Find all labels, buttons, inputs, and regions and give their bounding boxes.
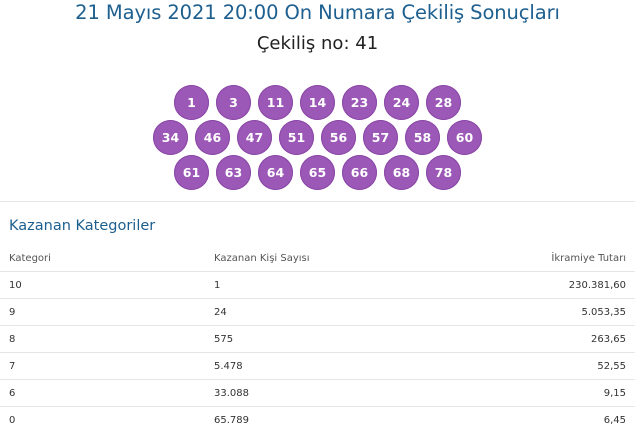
winner-count-cell: 1	[214, 272, 439, 299]
number-ball: 64	[258, 155, 293, 190]
winning-numbers: 1 3 11 14 23 24 28 34 46 47 51 56 57 58 …	[0, 0, 635, 200]
section-title: Kazanan Kategoriler	[9, 218, 155, 234]
number-ball: 58	[405, 120, 440, 155]
table-row: 6 33.088 9,15	[0, 380, 635, 407]
number-ball: 63	[216, 155, 251, 190]
winner-count-cell: 24	[214, 299, 439, 326]
category-cell: 10	[0, 272, 214, 299]
number-ball: 66	[342, 155, 377, 190]
number-ball: 11	[258, 85, 293, 120]
number-ball: 68	[384, 155, 419, 190]
section-divider	[0, 201, 635, 202]
table-row: 0 65.789 6,45	[0, 407, 635, 433]
number-ball: 1	[174, 85, 209, 120]
winner-count-cell: 65.789	[214, 407, 439, 433]
number-ball: 3	[216, 85, 251, 120]
number-ball: 51	[279, 120, 314, 155]
number-ball: 78	[426, 155, 461, 190]
category-cell: 9	[0, 299, 214, 326]
table-row: 9 24 5.053,35	[0, 299, 635, 326]
number-ball: 23	[342, 85, 377, 120]
winner-count-cell: 575	[214, 326, 439, 353]
number-ball: 65	[300, 155, 335, 190]
number-ball: 34	[153, 120, 188, 155]
number-row-3: 61 63 64 65 66 68 78	[0, 155, 635, 190]
prize-cell: 9,15	[439, 380, 635, 407]
prize-cell: 52,55	[439, 353, 635, 380]
number-ball: 60	[447, 120, 482, 155]
table-row: 8 575 263,65	[0, 326, 635, 353]
category-cell: 6	[0, 380, 214, 407]
column-header-prize: İkramiye Tutarı	[439, 245, 635, 272]
table-row: 7 5.478 52,55	[0, 353, 635, 380]
number-ball: 57	[363, 120, 398, 155]
number-row-1: 1 3 11 14 23 24 28	[0, 85, 635, 120]
column-header-category: Kategori	[0, 245, 214, 272]
winners-table: Kategori Kazanan Kişi Sayısı İkramiye Tu…	[0, 245, 635, 433]
category-cell: 7	[0, 353, 214, 380]
number-ball: 14	[300, 85, 335, 120]
number-row-2: 34 46 47 51 56 57 58 60	[0, 120, 635, 155]
prize-cell: 5.053,35	[439, 299, 635, 326]
table-header-row: Kategori Kazanan Kişi Sayısı İkramiye Tu…	[0, 245, 635, 272]
prize-cell: 6,45	[439, 407, 635, 433]
number-ball: 61	[174, 155, 209, 190]
column-header-winner-count: Kazanan Kişi Sayısı	[214, 245, 439, 272]
number-ball: 24	[384, 85, 419, 120]
prize-cell: 230.381,60	[439, 272, 635, 299]
winner-count-cell: 33.088	[214, 380, 439, 407]
number-ball: 47	[237, 120, 272, 155]
number-ball: 28	[426, 85, 461, 120]
number-ball: 56	[321, 120, 356, 155]
prize-cell: 263,65	[439, 326, 635, 353]
category-cell: 8	[0, 326, 214, 353]
winner-count-cell: 5.478	[214, 353, 439, 380]
table-row: 10 1 230.381,60	[0, 272, 635, 299]
number-ball: 46	[195, 120, 230, 155]
category-cell: 0	[0, 407, 214, 433]
